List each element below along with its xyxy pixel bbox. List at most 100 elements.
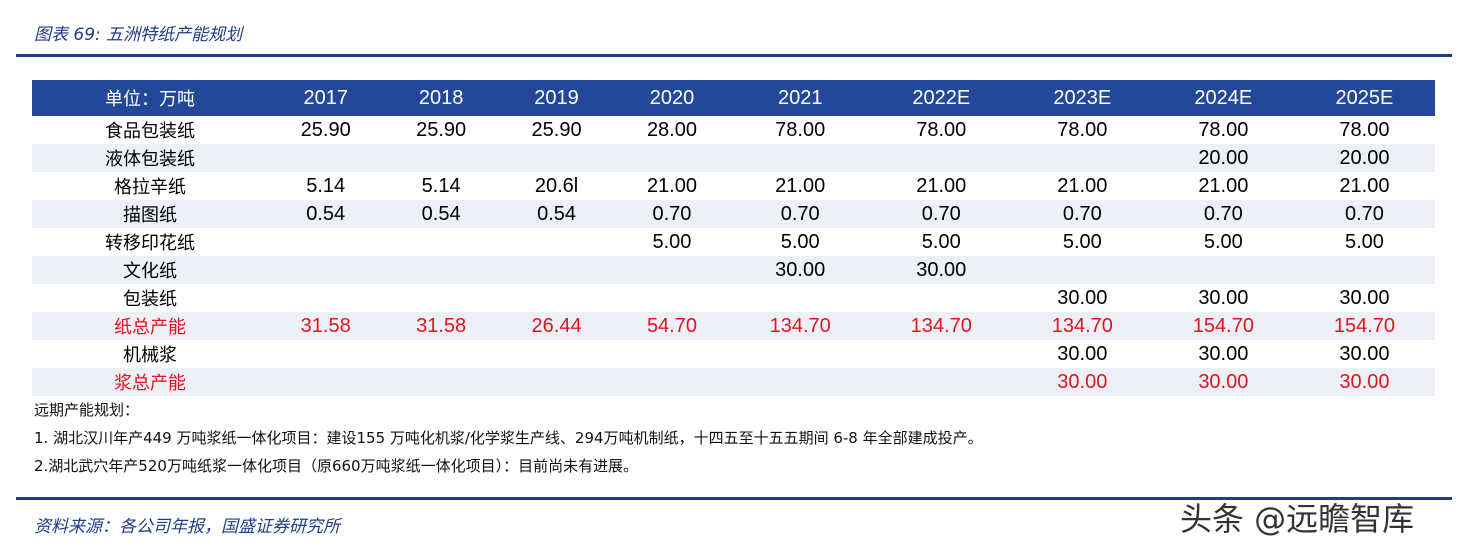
cell [614,340,729,368]
table-row: 转移印花纸 5.00 5.00 5.00 5.00 5.00 5.00 [32,228,1435,256]
cell: 21.00 [1057,174,1108,197]
cell [268,144,384,172]
row-label: 机械浆 [123,345,177,366]
cell: 5.00 [780,230,820,253]
table-row: 描图纸 0.54 0.54 0.54 0.70 0.70 0.70 0.70 0.70 0.70 [32,200,1435,228]
cell: 0.54 [498,200,615,228]
cell [268,256,384,284]
row-label: 转移印花纸 [105,233,195,254]
cell [498,144,615,172]
cell: 0.70 [1011,200,1153,228]
cell [614,368,730,396]
cell [499,284,614,312]
cell: 21.00 [916,174,967,197]
cell: 0.70 [1293,200,1435,228]
cell [383,144,499,172]
cell: 5.00 [1062,230,1102,253]
cell [383,228,498,256]
cell [870,368,1012,396]
cell [383,368,499,396]
cell: 78.00 [1339,118,1390,141]
cell [871,340,1012,368]
cell: 78.00 [1198,118,1249,141]
column-header: 2025E [1293,80,1435,116]
cell [268,340,383,368]
rule [16,497,1452,500]
cell [268,228,383,256]
cell: 30.00 [1293,368,1435,396]
row-label: 格拉辛纸 [114,177,186,198]
cell [383,340,498,368]
cell: 0.70 [1152,200,1294,228]
cell: 25.90 [531,118,582,141]
row-label: 文化纸 [32,256,268,284]
row-label: 包装纸 [123,289,177,310]
cell: 21.00 [646,174,697,197]
cell: 31.58 [268,312,384,340]
cell: 25.90 [416,118,467,141]
cell: 30.00 [1011,368,1153,396]
cell: 26.44 [498,312,615,340]
rule [16,54,1452,57]
cell: 25.90 [300,118,351,141]
table-row: 液体包装纸 20.00 20.00 [32,144,1435,172]
cell: 78.00 [775,118,826,141]
cell: 21.00 [775,174,826,197]
cell: 30.00 [1057,286,1108,309]
cell: 30.00 [1339,342,1390,365]
cell: 78.00 [916,118,967,141]
cell [383,256,499,284]
cell [729,144,871,172]
cell [1011,144,1153,172]
cell [499,340,614,368]
cell [614,284,729,312]
cell [498,256,615,284]
column-header: 2018 [383,80,499,116]
cell: 134.70 [1011,312,1153,340]
cell [1293,256,1435,284]
title: 图表 69: 五洲特纸产能规划 [34,25,243,45]
cell [871,284,1012,312]
table-row: 纸总产能 31.58 31.58 26.44 54.70 134.70 134.70 134.… [32,312,1435,340]
cell: 21.00 [1198,174,1249,197]
cell: 5.00 [652,230,692,253]
cell: 54.70 [614,312,730,340]
note: 远期产能规划： [34,401,140,419]
column-header: 2021 [729,80,871,116]
cell: 30.00 [1198,286,1249,309]
cell [729,368,871,396]
table-row: 食品包装纸 25.90 25.90 25.90 28.00 78.00 78.00 78.00… [32,116,1435,144]
column-header: 单位：万吨 [32,80,268,116]
cell: 78.00 [1057,118,1108,141]
cell: 5.00 [1344,230,1384,253]
table-row: 包装纸 30.00 30.00 30.00 [32,284,1435,312]
row-label: 液体包装纸 [32,144,268,172]
cell: 30.00 [1057,342,1108,365]
cell: 5.14 [421,174,461,197]
table-row: 浆总产能 30.00 30.00 30.00 [32,368,1435,396]
table-row: 文化纸 30.00 30.00 [32,256,1435,284]
column-header: 2024E [1152,80,1294,116]
header-row: 单位：万吨 2017 2018 2019 2020 2021 2022E 2023E 2024E… [32,80,1435,116]
column-header: 2019 [498,80,615,116]
cell [614,144,730,172]
note: 1. 湖北汉川年产449 万吨浆纸一体化项目：建设155 万吨化机浆/化学浆生产… [34,429,983,447]
cell: 20.00 [1293,144,1435,172]
cell: 20.6l [534,174,579,197]
row-label: 描图纸 [32,200,268,228]
cell: 30.00 [1198,342,1249,365]
cell: 30.00 [870,256,1012,284]
column-header: 2017 [268,80,384,116]
note: 2.湖北武穴年产520万吨纸浆一体化项目（原660万吨浆纸一体化项目）：目前尚未… [34,457,639,475]
cell [268,368,384,396]
cell [383,284,498,312]
table-row: 机械浆 30.00 30.00 30.00 [32,340,1435,368]
table: 单位：万吨 2017 2018 2019 2020 2021 2022E 2023E 2024E… [32,80,1435,396]
cell [1152,256,1294,284]
cell: 0.54 [268,200,384,228]
cell [730,340,871,368]
cell: 0.70 [614,200,730,228]
cell: 0.70 [870,200,1012,228]
cell [268,284,383,312]
cell: 154.70 [1293,312,1435,340]
